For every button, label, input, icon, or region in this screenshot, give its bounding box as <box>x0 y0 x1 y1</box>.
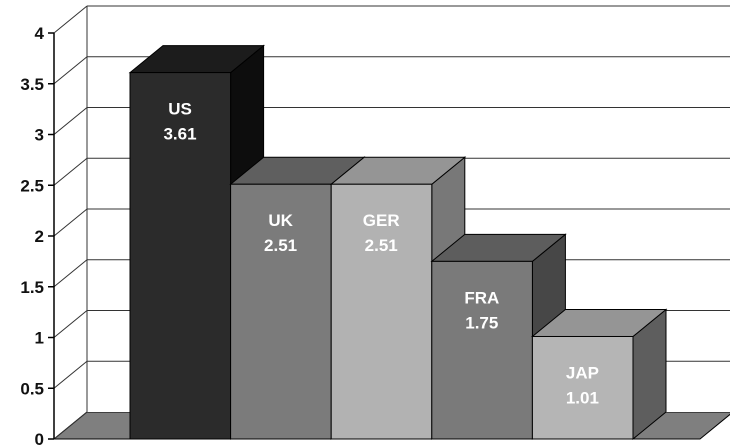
y-tick-label: 1 <box>35 329 44 348</box>
y-axis: 0 0.5 1 1.5 2 2.5 3 3.5 4 <box>20 24 55 445</box>
bar-group: JAP 1.01 <box>530 308 668 441</box>
y-tick-label: 0 <box>35 430 44 445</box>
gridline-diagonal <box>53 259 88 288</box>
y-tick-label: 1.5 <box>20 278 44 297</box>
gridline-diagonal <box>53 310 88 338</box>
gridline-diagonal <box>53 411 88 440</box>
y-tick-label: 2 <box>35 227 44 246</box>
bar-category-label: GER <box>363 211 400 230</box>
gridline-diagonal <box>53 208 88 237</box>
gridline-diagonal <box>53 56 88 85</box>
bar-value-label: 1.75 <box>465 313 498 332</box>
bar-value-label: 2.51 <box>264 236 297 255</box>
bar-value-label: 3.61 <box>163 125 196 144</box>
y-tick-label: 2.5 <box>20 176 44 195</box>
gridline-diagonal <box>53 5 88 34</box>
bar <box>531 335 634 440</box>
y-tick-label: 0.5 <box>20 379 44 398</box>
bar-category-label: FRA <box>464 288 499 307</box>
bar <box>431 260 533 440</box>
gridline-diagonal <box>53 360 88 389</box>
bar-layer: US 3.61 UK 2.51 GER 2.51 FRA 1.75 JAP 1.01 <box>128 44 668 441</box>
bar-value-label: 1.01 <box>566 388 599 407</box>
bar <box>129 72 232 440</box>
y-tick-label: 4 <box>35 24 45 43</box>
bar-category-label: JAP <box>566 363 599 382</box>
bar-category-label: UK <box>268 211 293 230</box>
gridline-diagonal <box>53 157 88 186</box>
bar-category-label: US <box>168 100 192 119</box>
gridline-diagonal <box>53 107 88 135</box>
bar <box>230 183 332 440</box>
bar-value-label: 2.51 <box>365 236 398 255</box>
y-tick-label: 3 <box>35 126 44 145</box>
y-tick-label: 3.5 <box>20 75 44 94</box>
